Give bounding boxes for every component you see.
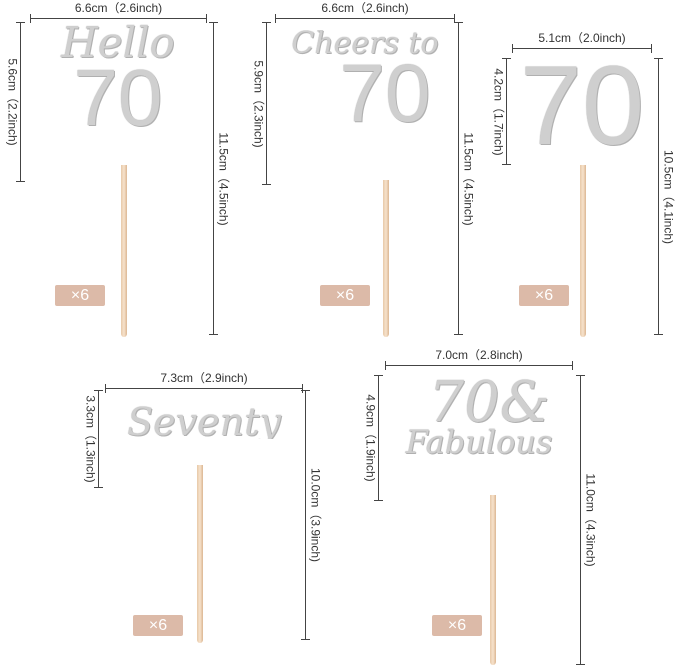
dimension-label: 10.0cm（3.9inch): [308, 467, 323, 563]
dimension-label: 6.6cm（2.6inch): [321, 1, 409, 15]
topper-seventy: Seventy: [127, 405, 281, 440]
dimension-label: 4.9cm（1.9inch): [363, 394, 378, 482]
topper-cheers-to-70: Cheers to 70: [278, 30, 452, 131]
dimension-label: 6.6cm（2.6inch): [74, 1, 163, 15]
dimension-label: 5.6cm（2.2inch): [5, 58, 20, 146]
topper-number: 70&: [428, 378, 550, 435]
total-height-dimension: 11.5cm（4.5inch): [209, 22, 231, 335]
quantity-badge: ×6: [519, 285, 569, 306]
text-height-dimension: 4.2cm（1.7inch): [492, 58, 511, 165]
wooden-stick: [197, 465, 203, 643]
width-dimension: 7.0cm（2.8inch): [385, 348, 573, 370]
total-height-dimension: 10.0cm（3.9inch): [301, 390, 323, 640]
text-height-dimension: 5.9cm（2.3inch): [252, 22, 271, 185]
quantity-badge: ×6: [320, 285, 370, 306]
dimension-label: 11.5cm（4.5inch): [216, 131, 231, 226]
dimension-label: 4.2cm（1.7inch): [491, 67, 506, 156]
width-dimension: 6.6cm（2.6inch): [30, 1, 207, 23]
total-height-dimension: 10.5cm（4.1inch): [654, 58, 676, 335]
wooden-stick: [383, 180, 389, 337]
dimension-label: 5.9cm（2.3inch): [251, 59, 266, 148]
quantity-badge: ×6: [55, 285, 105, 306]
topper-70: 70: [519, 56, 645, 157]
topper-text: Hello: [61, 24, 175, 67]
width-dimension: 5.1cm（2.0inch): [512, 31, 652, 53]
width-dimension: 6.6cm（2.6inch): [275, 1, 455, 23]
quantity-badge: ×6: [133, 615, 183, 636]
wooden-stick: [121, 165, 127, 337]
quantity-badge: ×6: [432, 615, 482, 636]
dimension-label: 7.3cm（2.9inch): [160, 371, 248, 385]
dimension-label: 3.3cm（1.3inch): [83, 395, 98, 483]
wooden-stick: [490, 495, 496, 665]
dimension-label: 11.5cm（4.5inch): [461, 131, 476, 226]
topper-number: 70: [73, 52, 163, 134]
dimension-label: 10.5cm（4.1inch): [661, 149, 676, 244]
total-height-dimension: 11.5cm（4.5inch): [454, 22, 476, 335]
wooden-stick: [580, 165, 586, 337]
total-height-dimension: 11.0cm（4.3inch): [576, 375, 598, 665]
dimension-label: 11.0cm（4.3inch): [583, 473, 598, 567]
dimension-label: 7.0cm（2.8inch): [435, 348, 523, 362]
topper-text: Fabulous: [405, 423, 553, 458]
topper-hello-70: Hello 70: [32, 24, 204, 134]
topper-text: Cheers to: [291, 30, 439, 61]
topper-70-fabulous: 70& Fabulous: [390, 378, 568, 457]
text-height-dimension: 4.9cm（1.9inch): [364, 375, 383, 501]
width-dimension: 7.3cm（2.9inch): [105, 371, 303, 393]
text-height-dimension: 3.3cm（1.3inch): [84, 390, 103, 488]
dimension-label: 5.1cm（2.0inch): [538, 31, 626, 45]
topper-number: 70: [339, 48, 431, 131]
text-height-dimension: 5.6cm（2.2inch): [6, 22, 25, 182]
